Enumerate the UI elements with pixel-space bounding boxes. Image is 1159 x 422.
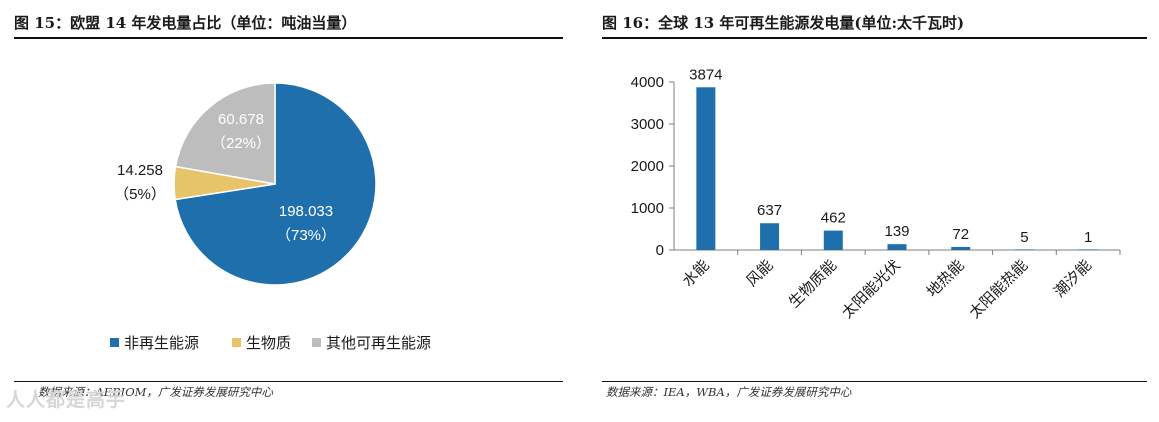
- legend-label: 其他可再生能源: [326, 335, 431, 352]
- right-title-rule: [602, 37, 1147, 39]
- bar: [1014, 249, 1034, 250]
- bar-data-label: 5: [1020, 229, 1028, 246]
- x-category-label: 水能: [679, 257, 712, 290]
- pie-percent-label: （22%）: [211, 135, 271, 152]
- pie-slice: [174, 82, 276, 185]
- watermark-text: 人人都是高手: [6, 389, 127, 411]
- bar-data-label: 139: [884, 223, 909, 240]
- x-category-label: 生物质能: [786, 257, 840, 311]
- legend-swatch: [312, 338, 321, 347]
- pie-percent-label: （73%）: [276, 227, 336, 244]
- bar: [696, 87, 716, 251]
- x-category-label: 太阳能热能: [966, 257, 1031, 322]
- pie-value-label: 198.033: [279, 203, 333, 220]
- bar-data-label: 3874: [689, 66, 722, 83]
- left-figure-panel: 图 15：欧盟 14 年发电量占比（单位：吨油当量） 198.033 （73%） 1…: [0, 0, 575, 422]
- y-tick-label: 0: [656, 242, 664, 259]
- y-tick-label: 2000: [631, 158, 664, 175]
- bar-chart: 0 1000 2000 3000 4000 3874 水能 637 风能 462 生物质能 139 太阳…: [631, 66, 1121, 322]
- bar-data-label: 462: [821, 210, 846, 227]
- y-tick-label: 1000: [631, 200, 664, 217]
- x-category-label: 太阳能光伏: [839, 257, 904, 322]
- right-source-note: 数据来源：IEA，WBA，广发证券发展研究中心: [606, 385, 852, 399]
- left-source-note: 数据来源：AEBIOM，广发证券发展研究中心: [38, 385, 273, 399]
- right-source-rule: [602, 381, 1147, 382]
- left-figure-title: 图 15：欧盟 14 年发电量占比（单位：吨油当量）: [14, 14, 357, 32]
- bar-data-label: 637: [757, 202, 782, 219]
- x-category-label: 潮汐能: [1051, 257, 1095, 301]
- x-category-label: 地热能: [924, 257, 968, 301]
- left-title-rule: [14, 37, 563, 39]
- bar: [823, 230, 843, 250]
- legend-label: 生物质: [246, 335, 291, 352]
- bar-data-label: 1: [1084, 229, 1092, 246]
- legend-swatch: [232, 338, 241, 347]
- bar: [760, 223, 780, 250]
- legend-swatch: [110, 338, 119, 347]
- left-source-rule: [14, 381, 563, 382]
- bar-data-label: 72: [952, 226, 969, 243]
- right-figure-title: 图 16：全球 13 年可再生能源发电量(单位:太千瓦时): [602, 14, 965, 32]
- pie-chart: 198.033 （73%） 14.258 （5%） 60.678 （22%） 非再生能源 生物…: [110, 82, 431, 352]
- y-tick-label: 3000: [631, 116, 664, 133]
- pie-value-label: 60.678: [218, 111, 264, 128]
- x-category-label: 风能: [743, 257, 776, 290]
- y-tick-label: 4000: [631, 74, 664, 91]
- legend-label: 非再生能源: [124, 335, 199, 352]
- bar: [887, 244, 907, 250]
- pie-percent-label: （5%）: [114, 186, 166, 203]
- pie-value-label: 14.258: [117, 162, 163, 179]
- right-figure-panel: 图 16：全球 13 年可再生能源发电量(单位:太千瓦时) 0 1000 2000 3…: [590, 0, 1159, 422]
- bar: [1078, 249, 1098, 250]
- bar: [951, 246, 971, 250]
